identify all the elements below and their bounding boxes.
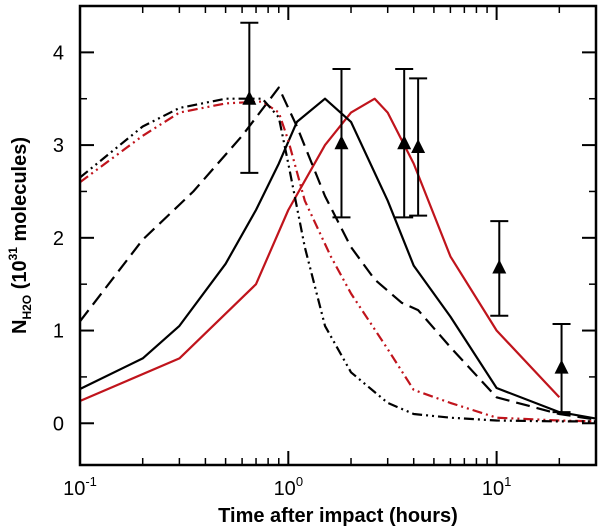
triangle-marker — [492, 259, 507, 274]
y-axis-title-paren: (10 — [9, 260, 31, 294]
triangle-marker — [334, 135, 349, 150]
series-red-dash-dot — [79, 100, 597, 423]
observation-point — [332, 68, 351, 219]
x-tick-label: 10-1 — [63, 474, 97, 500]
y-tick-label: 2 — [53, 228, 64, 250]
y-axis-title-sub: H2O — [20, 295, 34, 320]
x-tick-label: 100 — [274, 474, 303, 500]
series-black-dash-dot — [79, 97, 596, 423]
tick-layer: 0 1 2 3 4 10-1 100 101 — [53, 5, 596, 500]
observations-layer — [240, 21, 571, 414]
observation-point — [395, 68, 414, 219]
triangle-marker — [242, 90, 257, 105]
observation-point — [490, 220, 509, 317]
triangle-marker — [411, 138, 426, 153]
series-red-solid — [79, 97, 561, 403]
y-axis-title: NH2O (1031 molecules) — [6, 137, 34, 334]
plot-frame — [78, 4, 598, 467]
y-axis-title-units: molecules) — [9, 137, 31, 247]
series-black-solid — [79, 97, 597, 420]
y-axis-title-sup: 31 — [6, 247, 20, 261]
y-tick-label: 0 — [53, 413, 64, 435]
observation-point — [552, 323, 571, 414]
triangle-marker — [397, 135, 412, 150]
triangle-marker — [554, 359, 569, 374]
series-black-dashed — [79, 86, 597, 421]
x-tick-label: 101 — [482, 474, 511, 500]
y-tick-label: 4 — [53, 42, 64, 64]
y-tick-label: 1 — [53, 321, 64, 343]
observation-point — [409, 77, 428, 217]
y-tick-label: 3 — [53, 135, 64, 157]
x-axis-title: Time after impact (hours) — [218, 505, 458, 527]
series-layer — [79, 86, 597, 423]
y-axis-title-main: N — [9, 320, 31, 334]
observation-point — [240, 21, 259, 174]
